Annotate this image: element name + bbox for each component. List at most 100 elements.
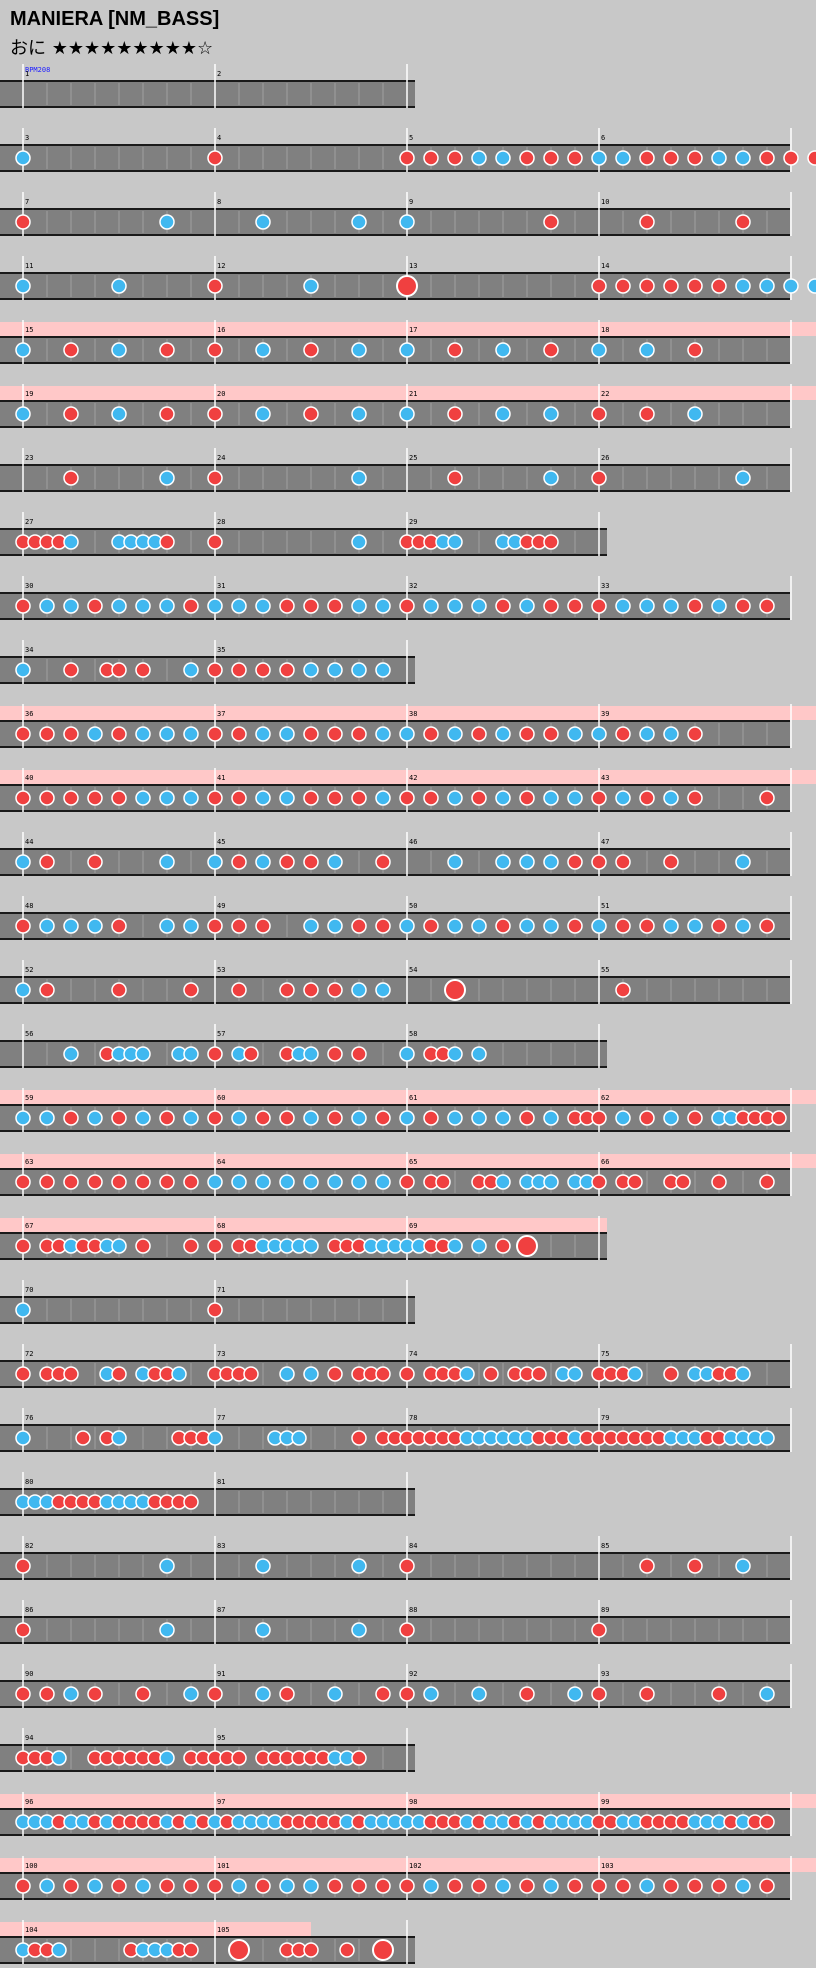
note-lane	[0, 272, 790, 300]
ka-note	[591, 726, 607, 742]
ka-note	[375, 726, 391, 742]
don-note	[759, 790, 775, 806]
don-note	[519, 790, 535, 806]
don-note	[231, 918, 247, 934]
gogo-band	[0, 706, 816, 720]
lane-border-top	[0, 1872, 790, 1874]
ka-note	[495, 1174, 511, 1190]
don-note	[567, 918, 583, 934]
ka-note	[159, 1558, 175, 1574]
don-note	[435, 1174, 451, 1190]
don-note	[639, 790, 655, 806]
lane-border-top	[0, 1744, 415, 1746]
don-note	[111, 982, 127, 998]
don-note	[63, 662, 79, 678]
lane-border-bottom	[0, 106, 415, 108]
don-note	[639, 214, 655, 230]
ka-note	[327, 662, 343, 678]
ka-note	[51, 1942, 67, 1958]
ka-note	[159, 1750, 175, 1766]
lane-border-top	[0, 1424, 790, 1426]
lane-border-bottom	[0, 1834, 790, 1836]
don-note	[351, 1878, 367, 1894]
measure-number: 33	[601, 582, 609, 590]
don-note	[111, 1174, 127, 1190]
measure-number: 79	[601, 1414, 609, 1422]
ka-note	[255, 1174, 271, 1190]
lane-border-bottom	[0, 1962, 415, 1964]
ka-note	[39, 918, 55, 934]
note-lane	[0, 208, 790, 236]
don-note	[63, 1366, 79, 1382]
don-note	[351, 790, 367, 806]
measure-number: 4	[217, 134, 221, 142]
don-note	[375, 1110, 391, 1126]
measure-number: 9	[409, 198, 413, 206]
ka-note	[735, 918, 751, 934]
ka-note	[87, 1878, 103, 1894]
measure-number: 40	[25, 774, 33, 782]
don-note	[687, 342, 703, 358]
measure-number: 20	[217, 390, 225, 398]
lane-border-top	[0, 1616, 790, 1618]
ka-note	[279, 1174, 295, 1190]
measure-number: 12	[217, 262, 225, 270]
don-note	[471, 790, 487, 806]
don-note	[207, 534, 223, 550]
don-note	[159, 406, 175, 422]
note-lane	[0, 1360, 790, 1388]
ka-note	[471, 598, 487, 614]
don-note	[351, 1046, 367, 1062]
don-note	[15, 598, 31, 614]
measure-number: 29	[409, 518, 417, 526]
ka-note	[15, 406, 31, 422]
ka-note	[351, 470, 367, 486]
don-note	[423, 918, 439, 934]
ka-note	[39, 1878, 55, 1894]
ka-note	[15, 662, 31, 678]
ka-note	[567, 790, 583, 806]
ka-note	[135, 726, 151, 742]
measure-number: 49	[217, 902, 225, 910]
measure-number: 3	[25, 134, 29, 142]
ka-note	[111, 406, 127, 422]
ka-note	[63, 598, 79, 614]
don-note	[759, 598, 775, 614]
don-note	[207, 1046, 223, 1062]
don-note	[399, 1558, 415, 1574]
ka-note	[303, 1110, 319, 1126]
measure-number: 17	[409, 326, 417, 334]
ka-note	[15, 278, 31, 294]
measure-number: 80	[25, 1478, 33, 1486]
ka-note	[303, 1174, 319, 1190]
don-note	[135, 662, 151, 678]
ka-note	[495, 854, 511, 870]
lane-border-top	[0, 1232, 607, 1234]
measure-number: 45	[217, 838, 225, 846]
don-note	[159, 1174, 175, 1190]
don-note	[375, 854, 391, 870]
don-note	[135, 1174, 151, 1190]
ka-note	[519, 598, 535, 614]
difficulty-line: おに ★★★★★★★★★☆	[10, 34, 219, 60]
ka-note	[327, 1174, 343, 1190]
don-note	[63, 342, 79, 358]
ka-note	[255, 854, 271, 870]
ka-note	[183, 1110, 199, 1126]
lane-border-bottom	[0, 938, 790, 940]
ka-note	[351, 1110, 367, 1126]
don-note	[759, 1814, 775, 1830]
measure-number: 81	[217, 1478, 225, 1486]
lane-border-top	[0, 1040, 607, 1042]
don-note	[111, 790, 127, 806]
ka-note	[111, 278, 127, 294]
don-note	[39, 1686, 55, 1702]
don-note	[735, 214, 751, 230]
ka-note	[159, 854, 175, 870]
measure-number: 43	[601, 774, 609, 782]
don-note	[423, 150, 439, 166]
measure-number: 44	[25, 838, 33, 846]
don-note	[39, 1174, 55, 1190]
ka-note	[63, 1686, 79, 1702]
measure-number: 82	[25, 1542, 33, 1550]
